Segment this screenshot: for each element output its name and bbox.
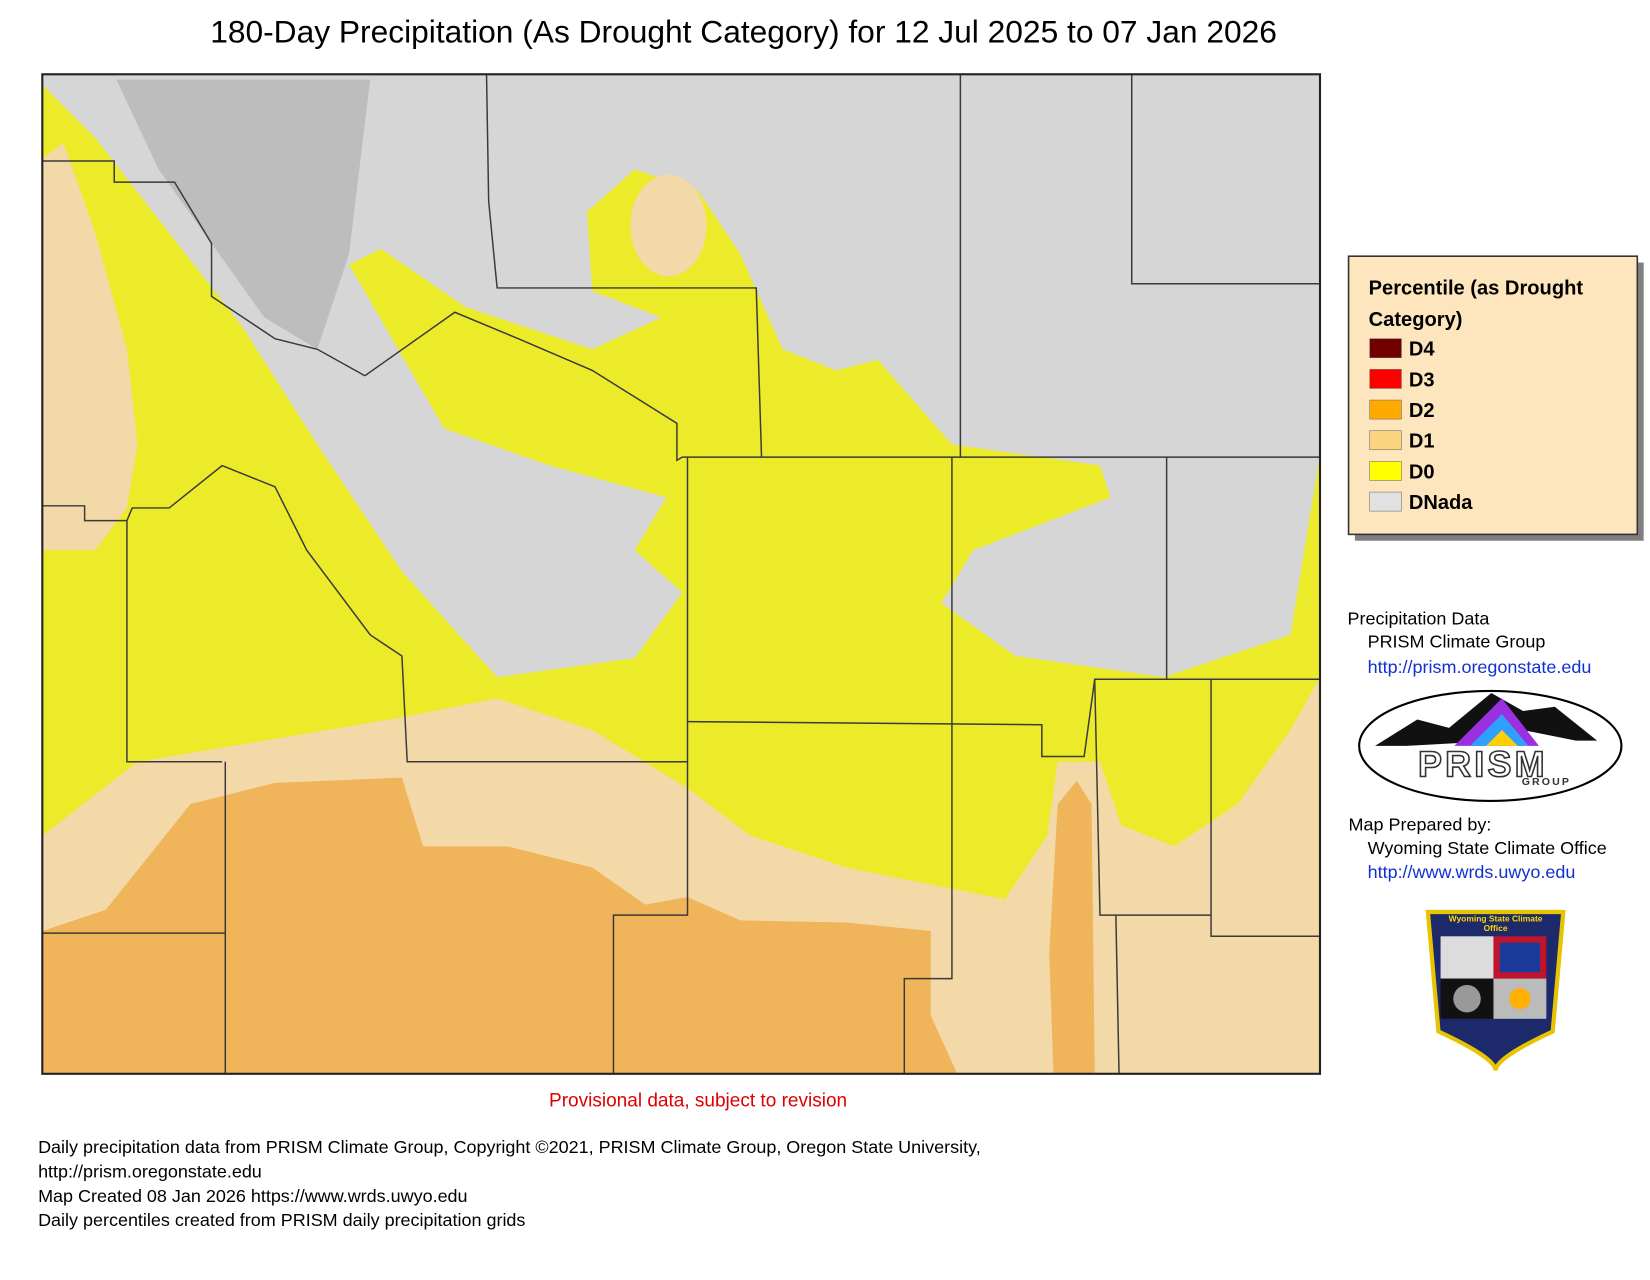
legend: Percentile (as Drought Category) D4 D3 D2 D… bbox=[1347, 255, 1644, 541]
legend-label: D4 bbox=[1409, 339, 1435, 361]
legend-swatch bbox=[1369, 491, 1402, 512]
legend-title: Percentile (as Drought Category) bbox=[1368, 277, 1584, 332]
credit-link[interactable]: http://prism.oregonstate.edu bbox=[1368, 657, 1592, 677]
logo-prism bbox=[1470, 714, 1529, 746]
logo-prism bbox=[1486, 730, 1518, 746]
d1-area bbox=[630, 174, 707, 277]
map-frame bbox=[41, 73, 1322, 1075]
legend-box bbox=[1347, 255, 1639, 536]
legend-swatch bbox=[1369, 369, 1402, 389]
provisional-note: Provisional data, subject to revision bbox=[549, 1091, 847, 1112]
legend-swatch bbox=[1369, 430, 1402, 451]
shield-flag bbox=[1499, 942, 1540, 973]
footer: Daily precipitation data from PRISM Clim… bbox=[38, 1137, 981, 1230]
credits: Precipitation Data PRISM Climate Group h… bbox=[1348, 608, 1623, 1072]
prism-logo: PRISM GROUP bbox=[1358, 689, 1623, 802]
legend-label: D0 bbox=[1409, 461, 1435, 483]
shield-sun bbox=[1509, 988, 1531, 1010]
footer-line: http://prism.oregonstate.edu bbox=[38, 1161, 262, 1181]
credit-source: PRISM Climate Group bbox=[1368, 632, 1546, 652]
d2-area bbox=[1049, 780, 1095, 1074]
d2-area bbox=[42, 777, 958, 1074]
county-lines bbox=[42, 74, 1320, 1074]
legend-label: D3 bbox=[1409, 369, 1435, 391]
shield-text: Wyoming State Climate Office bbox=[1448, 914, 1543, 934]
footer-line: Map Created 08 Jan 2026 https://www.wrds… bbox=[38, 1186, 467, 1206]
shield-logo: Wyoming State Climate Office bbox=[1425, 909, 1566, 1072]
footer-line: Daily precipitation data from PRISM Clim… bbox=[38, 1137, 981, 1157]
shield-moon bbox=[1453, 984, 1481, 1013]
logo-sub: GROUP bbox=[1522, 776, 1571, 788]
legend-swatch bbox=[1369, 461, 1402, 481]
footer-line: Daily percentiles created from PRISM dai… bbox=[38, 1210, 525, 1230]
legend-label: D2 bbox=[1409, 400, 1435, 422]
legend-label: D1 bbox=[1409, 431, 1435, 453]
legend-label: DNada bbox=[1409, 492, 1473, 514]
credit-heading: Map Prepared by: bbox=[1349, 815, 1492, 835]
credit-heading: Precipitation Data bbox=[1348, 608, 1490, 628]
mountain-shade bbox=[116, 79, 371, 350]
legend-swatch bbox=[1369, 338, 1402, 359]
legend-swatch bbox=[1369, 399, 1402, 420]
d1-area bbox=[42, 143, 138, 551]
credit-source: Wyoming State Climate Office bbox=[1368, 838, 1607, 858]
shield-text-wrap: Wyoming State Climate Office bbox=[1448, 914, 1543, 934]
credit-link[interactable]: http://www.wrds.uwyo.edu bbox=[1368, 862, 1576, 882]
legend-title-wrap: Percentile (as Drought Category) bbox=[1368, 277, 1584, 332]
drought-map bbox=[41, 73, 1322, 1075]
map-title: 180-Day Precipitation (As Drought Catego… bbox=[210, 14, 1277, 50]
shield-quadrant bbox=[1440, 936, 1494, 979]
logo-word: PRISM bbox=[1418, 744, 1548, 785]
